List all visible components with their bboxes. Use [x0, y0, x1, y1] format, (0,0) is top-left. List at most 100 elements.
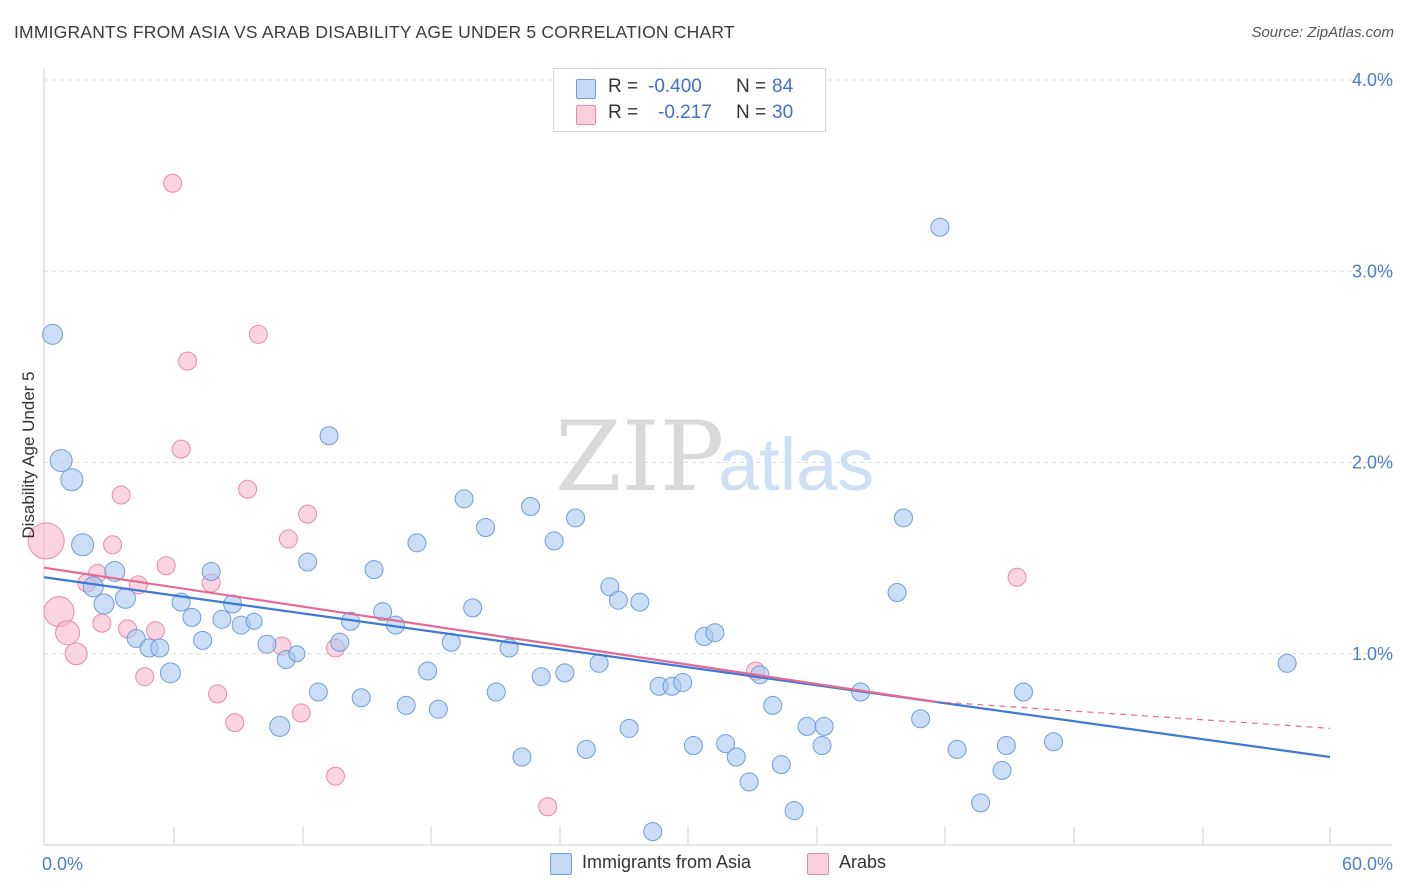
asia-point [298, 552, 318, 572]
chart-title: IMMIGRANTS FROM ASIA VS ARAB DISABILITY … [14, 22, 735, 42]
asia-point [159, 662, 181, 684]
legend-r-value: -0.217 [658, 102, 712, 123]
arab-point [248, 324, 268, 344]
asia-point [193, 630, 213, 650]
watermark: ZIP atlas [555, 401, 874, 513]
arab-point [103, 535, 123, 555]
y-tick-label: 4.0% [1352, 70, 1393, 90]
asia-point [245, 612, 263, 630]
arab-point [92, 613, 112, 633]
arab-point [55, 620, 81, 646]
arab-point [27, 522, 65, 560]
asia-point [763, 695, 783, 715]
arab-point [291, 703, 311, 723]
trend-lines [43, 566, 1331, 759]
arab-trend-extension [933, 700, 1331, 729]
legend-n-label: N = [736, 102, 767, 123]
asia-point [428, 699, 448, 719]
asia-point [930, 217, 950, 237]
asia-point [996, 736, 1016, 756]
legend: R = -0.400 N = 84 R = -0.217 N = 30 [553, 68, 826, 132]
arab-point [538, 797, 558, 817]
asia-point [476, 518, 496, 538]
asia-point [726, 747, 746, 767]
asia-point [566, 508, 586, 528]
source-label: Source: ZipAtlas.com [1251, 24, 1394, 41]
asia-point [512, 747, 532, 767]
asia-point [893, 508, 913, 528]
asia-point [544, 531, 564, 551]
asia-point [463, 598, 483, 618]
asia-point [308, 682, 328, 702]
legend-swatch-asia [576, 79, 596, 99]
asia-point [1014, 682, 1034, 702]
asia-point [739, 772, 759, 792]
asia-points [42, 217, 1297, 842]
asia-point [521, 496, 541, 516]
bottom-legend-swatch-arab [807, 853, 829, 875]
asia-point [887, 583, 907, 603]
asia-point [784, 801, 804, 821]
asia-point [330, 632, 350, 652]
asia-point [619, 718, 639, 738]
asia-point [288, 645, 306, 663]
arab-trend-line [43, 566, 934, 703]
arab-point [163, 173, 183, 193]
arab-point [1007, 567, 1027, 587]
asia-point [1044, 732, 1064, 752]
asia-point [351, 688, 371, 708]
legend-swatch-arab [576, 105, 596, 125]
arab-point [156, 556, 176, 576]
asia-point [319, 426, 339, 446]
asia-point [150, 638, 170, 658]
asia-point [643, 822, 663, 842]
y-tick-label: 3.0% [1352, 261, 1393, 281]
asia-point [576, 739, 596, 759]
asia-point [49, 449, 73, 473]
arab-point [225, 713, 245, 733]
asia-point [82, 576, 104, 598]
watermark-zip: ZIP [555, 401, 724, 513]
asia-point [630, 592, 650, 612]
asia-point [93, 593, 115, 615]
asia-point [486, 682, 506, 702]
y-tick-label: 2.0% [1352, 453, 1393, 473]
arab-point [64, 642, 88, 666]
arab-point [111, 485, 131, 505]
arab-point [171, 439, 191, 459]
asia-point [364, 560, 384, 580]
asia-point [797, 716, 817, 736]
asia-point [257, 634, 277, 654]
asia-point [212, 609, 232, 629]
arab-point [298, 504, 318, 524]
asia-point [947, 739, 967, 759]
legend-r-label: R = [608, 102, 639, 123]
asia-point [1277, 653, 1297, 673]
y-tick-label: 1.0% [1352, 644, 1393, 664]
asia-point [812, 736, 832, 756]
asia-point [531, 667, 551, 687]
bottom-legend-label-asia: Immigrants from Asia [582, 852, 752, 872]
asia-point [911, 709, 931, 729]
asia-point [42, 323, 64, 345]
legend-n-label: N = [736, 76, 767, 97]
asia-point [705, 623, 725, 643]
asia-point [555, 663, 575, 683]
asia-point [201, 562, 221, 582]
arab-point [238, 479, 258, 499]
y-axis-label: Disability Age Under 5 [19, 371, 38, 538]
y-tick-labels: 1.0% 2.0% 3.0% 4.0% [1352, 70, 1393, 664]
asia-point [407, 533, 427, 553]
asia-point [418, 661, 438, 681]
asia-point [992, 760, 1012, 780]
asia-point [114, 587, 136, 609]
legend-n-value: 84 [772, 76, 794, 97]
arab-point [145, 621, 165, 641]
gridlines [44, 79, 1392, 655]
asia-point [814, 716, 834, 736]
bottom-legend-swatch-asia [550, 853, 572, 875]
asia-point [126, 628, 146, 648]
legend-r-value: -0.400 [648, 76, 702, 97]
asia-point [608, 590, 628, 610]
